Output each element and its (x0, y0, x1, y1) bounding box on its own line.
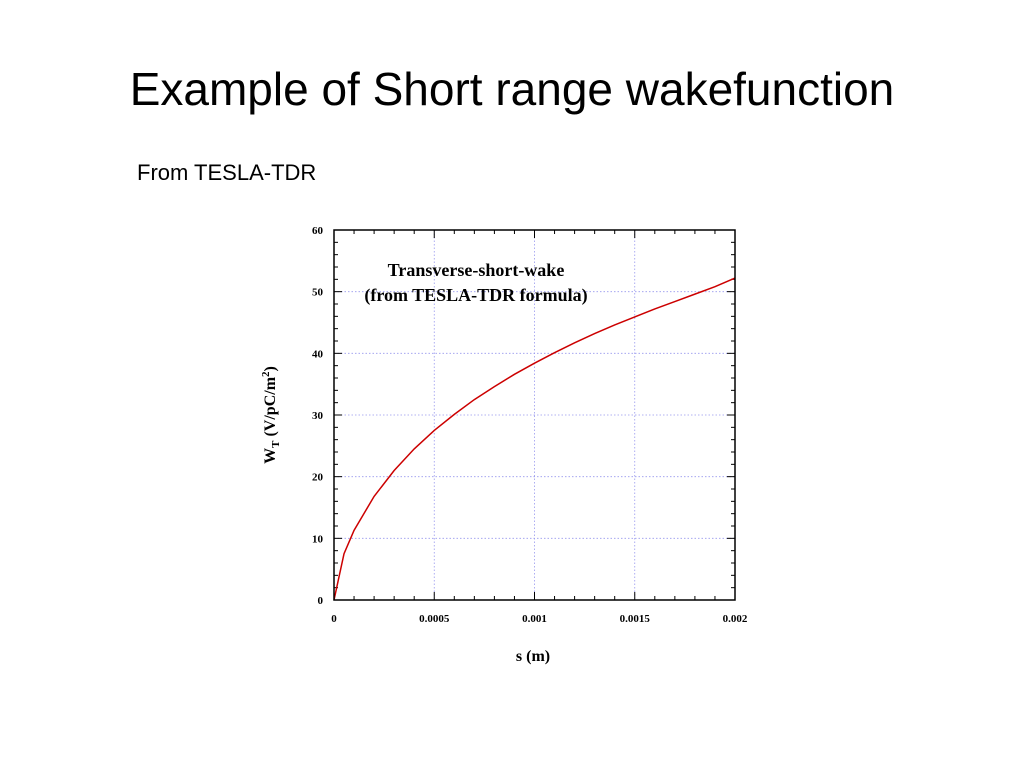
y-tick-label: 50 (312, 287, 324, 299)
y-tick-labels: 0 10 20 30 40 50 60 (312, 225, 324, 607)
x-tick-label: 0 (331, 613, 337, 625)
grid-layer (334, 230, 735, 600)
y-tick-label: 10 (312, 533, 324, 545)
annotation-line-2: (from TESLA-TDR formula) (364, 285, 587, 306)
annotation-line-1: Transverse-short-wake (388, 260, 565, 280)
slide-title: Example of Short range wakefunction (129, 63, 895, 115)
plot-frame (333, 229, 736, 601)
slide-subtitle: From TESLA-TDR (137, 160, 317, 185)
x-axis-title: s (m) (516, 648, 550, 665)
x-tick-labels: 0 0.0005 0.001 0.0015 0.002 (331, 613, 748, 625)
series-line-wake (333, 277, 736, 601)
x-tick-label: 0.002 (723, 613, 748, 625)
y-tick-label: 40 (312, 348, 324, 360)
y-axis-title-sub: T (270, 440, 282, 448)
y-axis-title: WT (V/pC/m2) (260, 366, 282, 464)
y-tick-label: 20 (312, 472, 324, 484)
y-axis-title-close: ) (262, 366, 279, 371)
x-tick-label: 0.0015 (620, 613, 651, 625)
x-tick-label: 0.0005 (419, 613, 450, 625)
y-axis-title-main: W (262, 448, 279, 464)
y-axis-title-sup: 2 (260, 371, 272, 377)
x-tick-label: 0.001 (522, 613, 547, 625)
y-tick-label: 0 (318, 595, 324, 607)
y-tick-label: 30 (312, 410, 324, 422)
y-axis-title-units: (V/pC/m (262, 376, 279, 440)
y-tick-label: 60 (312, 225, 324, 237)
